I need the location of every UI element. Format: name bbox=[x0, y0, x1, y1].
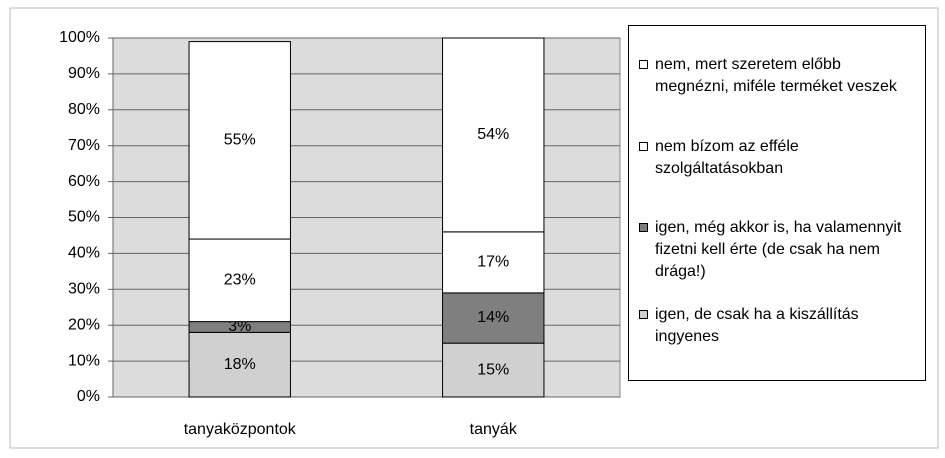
bar-segment bbox=[188, 238, 291, 323]
legend-entry: nem bízom az efféle szolgáltatásokban bbox=[639, 136, 919, 180]
y-tick-label: 20% bbox=[68, 316, 100, 333]
y-tick-label: 0% bbox=[77, 388, 100, 405]
bar-segment bbox=[188, 331, 291, 398]
legend-swatch bbox=[639, 310, 648, 319]
bar-segment bbox=[442, 37, 545, 233]
y-tick-label: 50% bbox=[68, 209, 100, 226]
bar-segment bbox=[188, 41, 291, 240]
value-label: 15% bbox=[477, 361, 509, 378]
legend-swatch bbox=[639, 142, 648, 151]
x-tick-label: tanyaközpontok bbox=[184, 421, 297, 438]
value-label: 23% bbox=[224, 272, 256, 289]
y-tick-label: 10% bbox=[68, 352, 100, 369]
y-tick-label: 80% bbox=[68, 101, 100, 118]
value-label: 54% bbox=[477, 126, 509, 143]
value-label: 14% bbox=[477, 309, 509, 326]
legend-entry: igen, még akkor is, ha valamennyit fizet… bbox=[639, 217, 919, 283]
legend-label: igen, még akkor is, ha valamennyit fizet… bbox=[655, 219, 902, 280]
legend: nem, mert szeretem előbb megnézni, mifél… bbox=[628, 25, 926, 381]
y-tick-label: 30% bbox=[68, 281, 100, 298]
y-tick-label: 100% bbox=[59, 29, 100, 46]
legend-label: nem bízom az efféle szolgáltatásokban bbox=[655, 138, 799, 177]
legend-label: nem, mert szeretem előbb megnézni, mifél… bbox=[655, 56, 897, 95]
legend-entry: nem, mert szeretem előbb megnézni, mifél… bbox=[639, 54, 919, 98]
y-tick-label: 70% bbox=[68, 137, 100, 154]
y-tick-label: 90% bbox=[68, 65, 100, 82]
value-label: 18% bbox=[224, 356, 256, 373]
bar-segment bbox=[442, 342, 545, 398]
value-label: 17% bbox=[477, 254, 509, 271]
y-tick-label: 60% bbox=[68, 173, 100, 190]
bar-segment bbox=[442, 231, 545, 294]
bar-segment bbox=[442, 292, 545, 344]
legend-label: igen, de csak ha a kiszállítás ingyenes bbox=[655, 306, 859, 345]
value-label: 3% bbox=[228, 318, 251, 335]
legend-entry: igen, de csak ha a kiszállítás ingyenes bbox=[639, 304, 919, 348]
legend-swatch bbox=[639, 223, 648, 232]
y-tick-label: 40% bbox=[68, 245, 100, 262]
x-tick-label: tanyák bbox=[470, 421, 518, 438]
legend-swatch bbox=[639, 60, 648, 69]
value-label: 55% bbox=[224, 132, 256, 149]
